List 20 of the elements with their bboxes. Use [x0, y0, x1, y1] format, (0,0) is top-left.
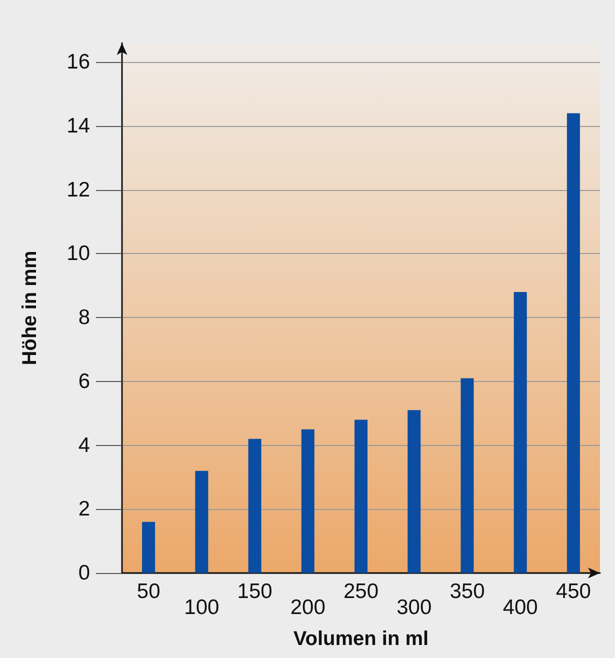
y-tick-label: 10: [66, 242, 90, 266]
x-tick-label: 400: [502, 596, 538, 619]
x-axis-title: Volumen in ml: [293, 628, 429, 650]
x-tick-label: 200: [290, 596, 326, 619]
x-tick-label: 350: [450, 580, 485, 603]
x-tick-label: 100: [184, 596, 220, 619]
y-tick-label: 4: [78, 434, 90, 457]
y-tick-label: 2: [78, 498, 90, 521]
y-tick-label: 12: [66, 178, 90, 202]
x-tick-label: 300: [396, 596, 432, 619]
y-tick-label: 6: [78, 370, 90, 393]
y-tick-label: 16: [66, 50, 90, 74]
y-axis-title: Höhe in mm: [19, 250, 41, 366]
y-tick-label: 14: [66, 114, 90, 138]
x-tick-label: 50: [136, 580, 160, 603]
y-tick-label: 0: [78, 562, 90, 584]
y-tick-label: 8: [78, 306, 90, 330]
x-tick-label: 250: [343, 580, 379, 603]
x-tick-label: 150: [237, 580, 272, 603]
x-tick-label: 450: [556, 580, 591, 603]
